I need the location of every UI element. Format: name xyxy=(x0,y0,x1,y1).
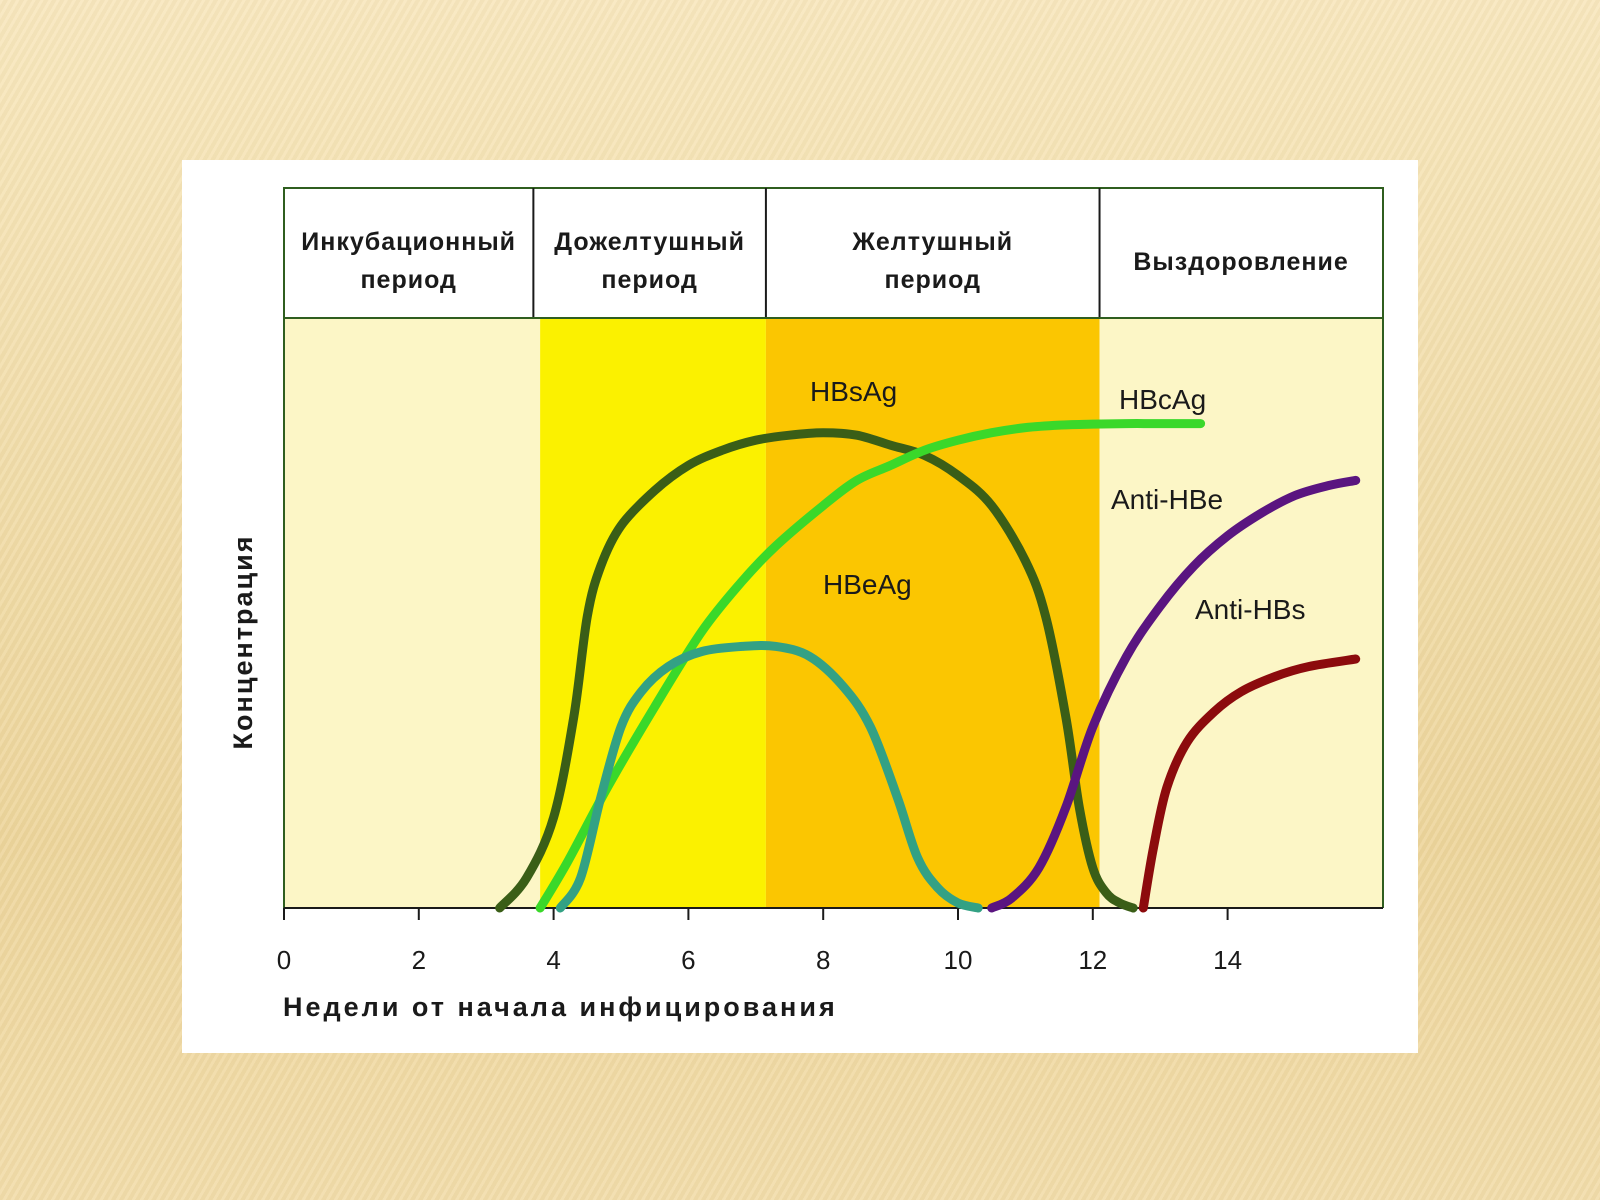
period-label-1-line1: Дожелтушный xyxy=(554,228,745,256)
x-tick-label-5: 10 xyxy=(944,945,973,975)
series-label-hbeag: HBeAg xyxy=(823,569,912,600)
series-label-hbsag: HBsAg xyxy=(810,376,897,407)
series-lines xyxy=(495,419,1361,913)
series-line-anti-hbs xyxy=(1138,654,1361,913)
series-label-hbcag: HBcAg xyxy=(1119,384,1206,415)
x-tick-label-0: 0 xyxy=(277,945,291,975)
series-labels: HBsAg HBcAg HBeAg Anti-HBe Anti-HBs xyxy=(810,376,1305,625)
x-tick-label-4: 8 xyxy=(816,945,830,975)
x-tick-label-7: 14 xyxy=(1213,945,1242,975)
period-header-frame xyxy=(283,187,1384,319)
series-line-hbcag xyxy=(535,419,1206,913)
axes: 0 2 4 6 8 10 12 14 xyxy=(277,188,1384,975)
series-label-anti-hbe: Anti-HBe xyxy=(1111,484,1223,515)
series-line-hbeag xyxy=(555,640,983,913)
period-band-3 xyxy=(1099,318,1383,908)
x-tick-label-2: 4 xyxy=(546,945,560,975)
period-header: Инкубационный период Дожелтушный период Желт… xyxy=(283,187,1384,319)
series-line-anti-hbe xyxy=(987,475,1361,913)
y-axis-label: Концентрация xyxy=(228,535,258,750)
period-label-0-line2: период xyxy=(360,266,456,294)
period-band-0 xyxy=(284,318,541,908)
period-label-2-line1: Желтушный xyxy=(851,228,1013,256)
period-label-2-line2: период xyxy=(884,266,980,294)
period-band-1 xyxy=(540,318,766,908)
period-label-1-line2: период xyxy=(601,266,697,294)
x-axis-label: Недели от начала инфицирования xyxy=(283,992,838,1022)
period-label-3-line1: Выздоровление xyxy=(1133,248,1348,276)
x-tick-label-6: 12 xyxy=(1078,945,1107,975)
x-tick-label-3: 6 xyxy=(681,945,695,975)
period-label-0-line1: Инкубационный xyxy=(301,228,516,256)
x-tick-label-1: 2 xyxy=(412,945,426,975)
period-bands xyxy=(284,318,1383,908)
series-label-anti-hbs: Anti-HBs xyxy=(1195,594,1305,625)
